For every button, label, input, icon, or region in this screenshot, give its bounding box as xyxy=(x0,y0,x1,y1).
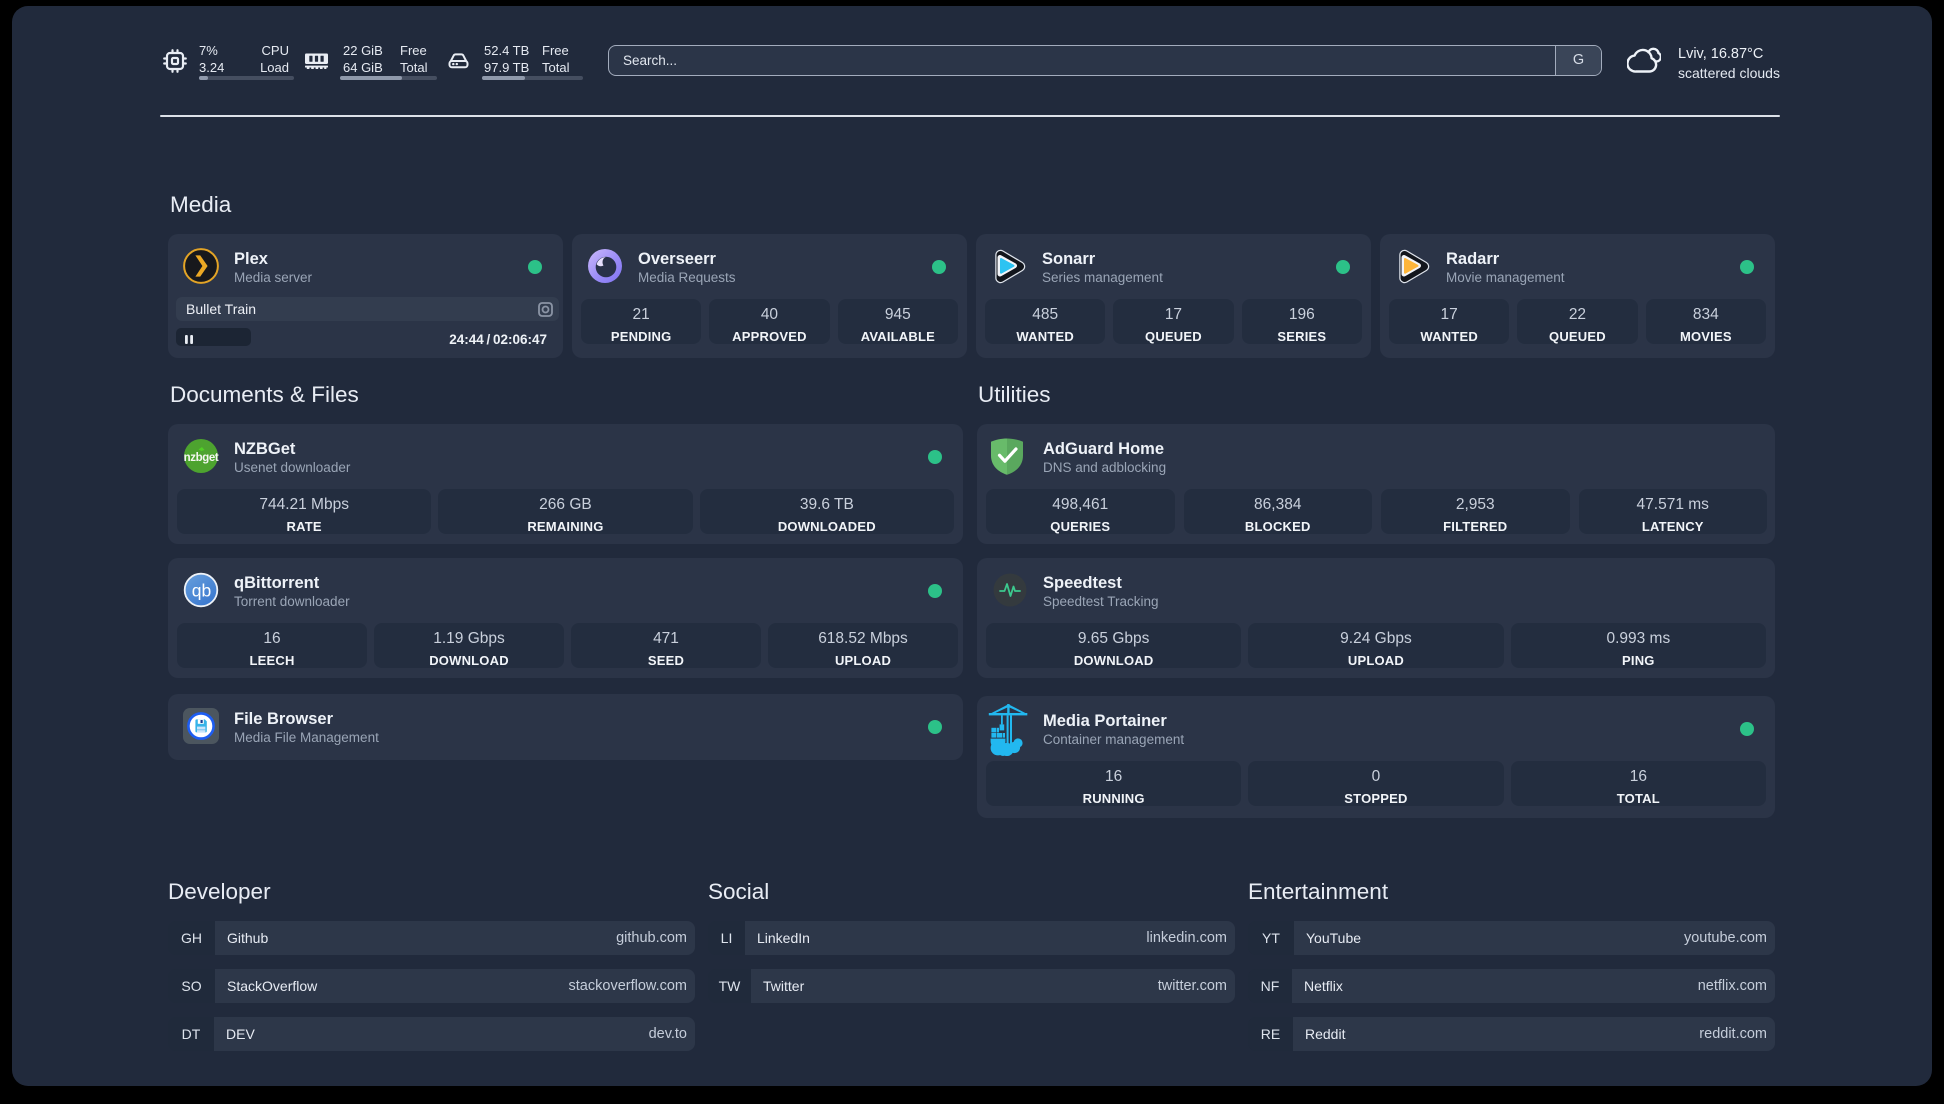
svg-text:qb: qb xyxy=(192,581,211,601)
svg-text:nzbget: nzbget xyxy=(184,452,219,464)
